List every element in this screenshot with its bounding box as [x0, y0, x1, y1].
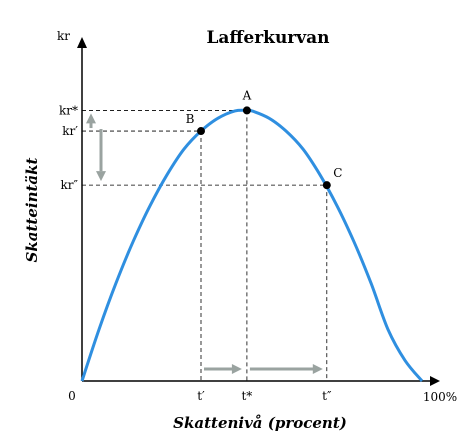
y-axis-title: Skatteintäkt [23, 157, 41, 262]
point-A [242, 106, 251, 115]
point-label-B: B [186, 112, 195, 126]
laffer-curve-line [80, 108, 424, 382]
point-C [322, 181, 331, 190]
x-tick-A: t* [241, 389, 252, 403]
point-B [197, 127, 205, 136]
x-axis-arrowhead [430, 376, 440, 386]
y-axis-arrowhead [77, 37, 87, 48]
arrow-up-head [86, 113, 96, 124]
arrow-right-2-head [312, 364, 323, 374]
curve-points: A B C [186, 88, 342, 190]
axis-tick-labels: t* kr* t′ kr′ t″ kr″ [59, 103, 332, 403]
x-axis-end-label: 100% [423, 390, 457, 404]
arrow-right-1-head [231, 364, 242, 374]
x-tick-C: t″ [322, 389, 332, 403]
guide-lines [82, 110, 328, 381]
x-axis-title: Skattenivå (procent) [173, 414, 347, 432]
chart-title: Lafferkurvan [206, 28, 329, 48]
point-label-A: A [242, 88, 252, 102]
y-tick-B: kr′ [62, 124, 78, 138]
movement-arrows [86, 113, 323, 374]
point-label-C: C [333, 166, 342, 180]
y-axis-top-label: kr [57, 29, 70, 43]
y-tick-A: kr* [59, 103, 78, 117]
x-axis-origin-label: 0 [68, 389, 76, 403]
x-tick-B: t′ [197, 389, 205, 403]
arrow-down-head [96, 171, 106, 182]
y-tick-C: kr″ [61, 178, 79, 192]
